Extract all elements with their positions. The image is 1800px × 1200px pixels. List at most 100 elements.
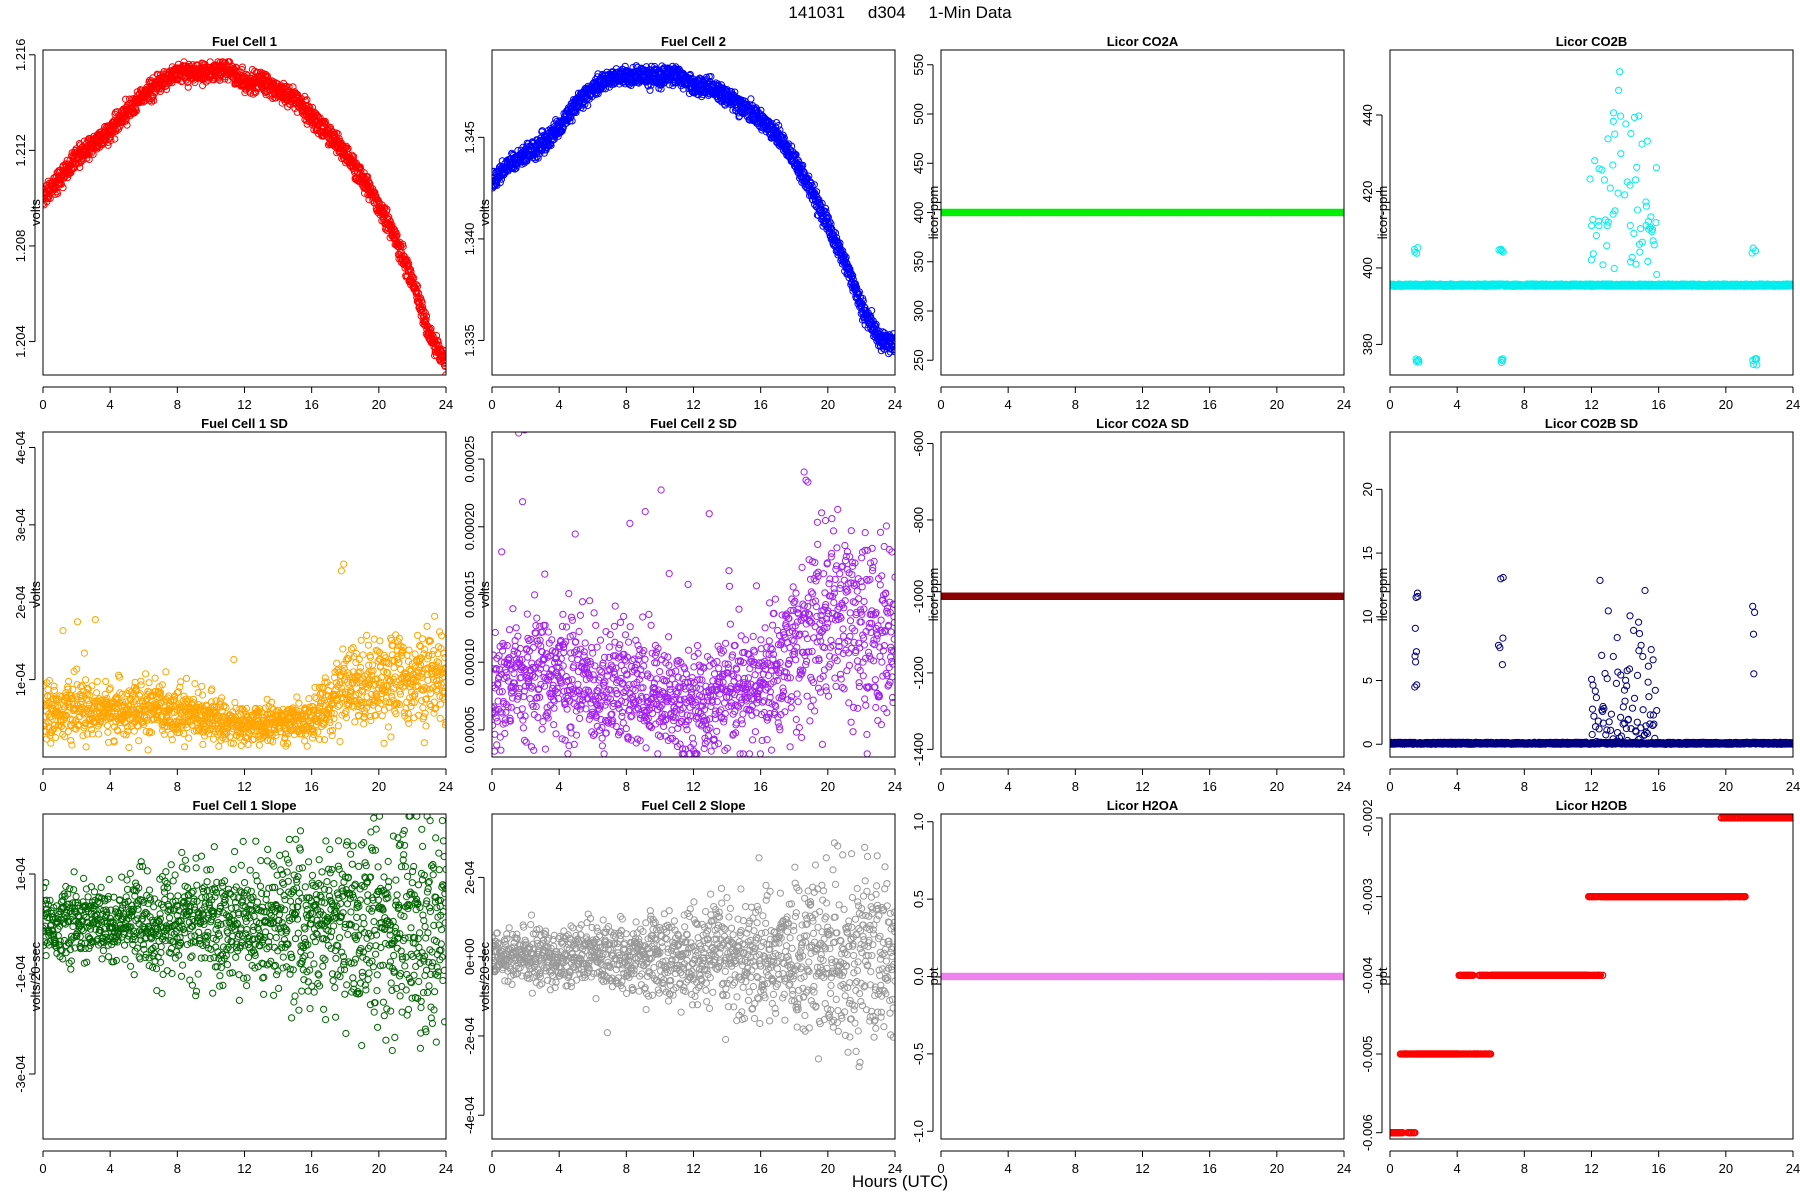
data-point bbox=[1499, 355, 1507, 363]
data-point bbox=[364, 173, 372, 181]
data-point bbox=[232, 63, 240, 71]
data-point bbox=[116, 122, 124, 130]
data-point bbox=[85, 155, 93, 164]
data-point bbox=[441, 362, 446, 371]
data-point bbox=[386, 218, 394, 226]
y-axis-label: volts bbox=[477, 199, 492, 226]
panel-title: Fuel Cell 2 bbox=[661, 34, 726, 49]
data-point bbox=[849, 271, 857, 280]
data-point bbox=[1414, 244, 1422, 252]
y-tick-label: 350 bbox=[911, 251, 926, 273]
x-tick-label: 8 bbox=[623, 397, 630, 412]
panel-1: Fuel Cell 10 4 8 12 16 20 241.2041.2081.2121.2… bbox=[13, 34, 453, 412]
data-point bbox=[890, 337, 895, 345]
y-tick-label: 1.204 bbox=[13, 325, 28, 358]
data-point bbox=[202, 78, 210, 86]
data-point bbox=[162, 85, 171, 94]
y-tick-label: 250 bbox=[911, 349, 926, 371]
x-tick-label: 8 bbox=[174, 397, 181, 412]
data-point bbox=[775, 121, 783, 130]
data-point bbox=[559, 124, 567, 132]
data-point bbox=[408, 275, 416, 284]
data-point bbox=[872, 320, 880, 328]
data-point bbox=[707, 73, 715, 81]
data-point bbox=[891, 334, 895, 342]
data-point bbox=[434, 338, 442, 346]
data-point bbox=[410, 274, 418, 282]
data-point bbox=[441, 361, 446, 370]
x-tick-label: 12 bbox=[686, 397, 700, 412]
data-point bbox=[710, 81, 718, 89]
x-tick-label: 16 bbox=[304, 397, 318, 412]
data-point bbox=[321, 117, 329, 126]
data-points bbox=[43, 58, 446, 375]
data-point bbox=[889, 330, 895, 338]
x-tick-label: 12 bbox=[237, 397, 251, 412]
data-point bbox=[111, 135, 119, 143]
data-point bbox=[305, 102, 313, 110]
data-point bbox=[441, 353, 446, 361]
y-tick-label: 400 bbox=[911, 202, 926, 224]
data-point bbox=[440, 351, 446, 359]
data-point bbox=[334, 130, 342, 138]
y-tick-label: 1.345 bbox=[462, 121, 477, 154]
x-tick-label: 12 bbox=[1135, 397, 1149, 412]
data-point bbox=[549, 136, 557, 144]
data-point bbox=[566, 117, 574, 125]
data-point bbox=[385, 213, 393, 221]
data-point bbox=[184, 83, 192, 91]
data-point bbox=[879, 328, 887, 336]
x-tick-label: 8 bbox=[1072, 397, 1079, 412]
data-point bbox=[122, 117, 130, 125]
data-point bbox=[1499, 248, 1507, 256]
data-point bbox=[800, 168, 808, 177]
data-point bbox=[414, 282, 422, 290]
data-point bbox=[226, 58, 234, 66]
data-points bbox=[941, 208, 1344, 217]
data-point bbox=[301, 97, 309, 105]
data-point bbox=[422, 312, 431, 320]
y-tick-label: 1.212 bbox=[13, 134, 28, 167]
data-point bbox=[574, 89, 583, 97]
plot-frame bbox=[491, 49, 896, 376]
x-tick-label: 4 bbox=[556, 397, 563, 412]
data-point bbox=[71, 164, 79, 172]
page-title: 141031 d304 1-Min Data bbox=[0, 3, 1800, 23]
panel-title: Licor CO2B bbox=[1556, 34, 1628, 49]
data-point bbox=[399, 243, 407, 251]
data-point bbox=[851, 280, 860, 288]
data-point bbox=[342, 142, 350, 150]
data-point bbox=[419, 303, 427, 311]
data-point bbox=[860, 303, 869, 311]
page-title-station: d304 bbox=[867, 3, 906, 22]
data-point bbox=[131, 108, 139, 116]
data-point bbox=[123, 121, 131, 129]
data-point bbox=[631, 78, 639, 86]
data-point bbox=[568, 117, 576, 125]
y-tick-label: 1.335 bbox=[462, 324, 477, 357]
y-axis-label: volts bbox=[28, 199, 43, 226]
data-point bbox=[805, 182, 813, 190]
data-point bbox=[862, 306, 870, 315]
y-axis-label: licor-ppm bbox=[926, 186, 941, 239]
data-point bbox=[421, 309, 429, 317]
x-tick-label: 0 bbox=[488, 397, 495, 412]
y-tick-label: 450 bbox=[911, 152, 926, 174]
plot-frame bbox=[940, 49, 1345, 376]
data-point bbox=[646, 86, 654, 94]
x-tick-label: 24 bbox=[888, 397, 902, 412]
data-point bbox=[868, 307, 876, 315]
panel-2: Fuel Cell 20 4 8 12 16 20 241.3351.3401.345vol… bbox=[462, 34, 902, 412]
data-point bbox=[148, 95, 156, 103]
y-tick-label: 1.216 bbox=[13, 39, 28, 72]
data-point bbox=[381, 204, 389, 212]
y-tick-label: 550 bbox=[911, 54, 926, 76]
data-point bbox=[542, 140, 551, 148]
data-point bbox=[432, 331, 441, 340]
data-point bbox=[890, 346, 895, 354]
data-point bbox=[356, 163, 364, 171]
data-point bbox=[199, 81, 207, 90]
panel-title: Licor CO2A bbox=[1107, 34, 1179, 49]
data-point bbox=[355, 165, 363, 173]
